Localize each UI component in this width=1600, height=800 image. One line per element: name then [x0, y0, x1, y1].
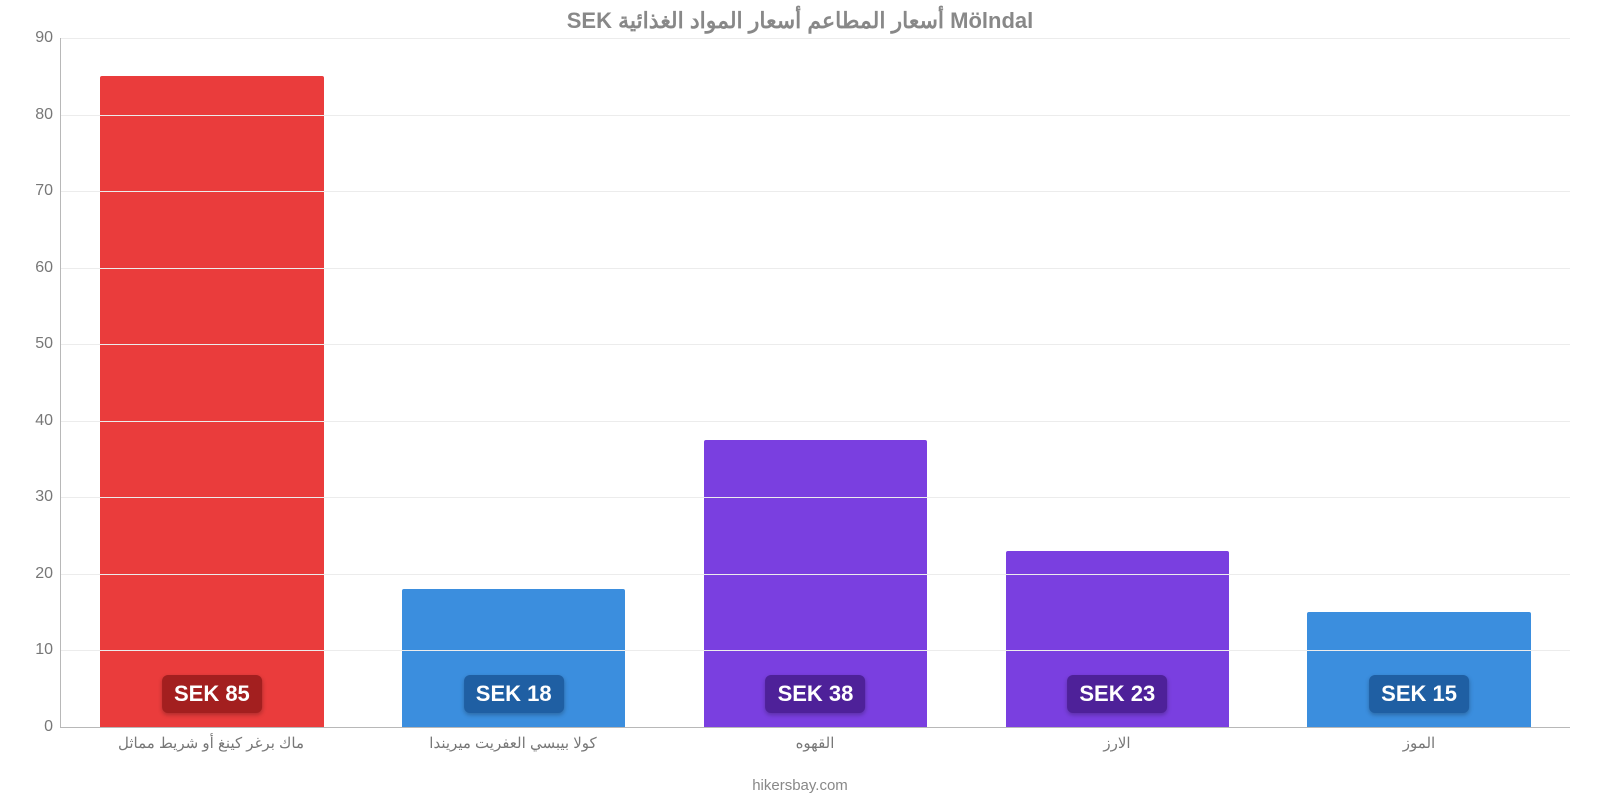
- gridline: [61, 115, 1570, 116]
- chart-container: Mölndal أسعار المطاعم أسعار المواد الغذا…: [0, 8, 1600, 800]
- gridline: [61, 421, 1570, 422]
- bar-value-badge: SEK 18: [464, 675, 564, 713]
- bar-slot: SEK 38: [665, 38, 967, 727]
- bar-slot: SEK 85: [61, 38, 363, 727]
- xtick-label: الموز: [1268, 734, 1570, 752]
- ytick-label: 30: [35, 488, 61, 506]
- ytick-label: 40: [35, 412, 61, 430]
- chart-title: Mölndal أسعار المطاعم أسعار المواد الغذا…: [0, 8, 1600, 34]
- xtick-label: القهوه: [664, 734, 966, 752]
- ytick-label: 80: [35, 106, 61, 124]
- plot-outer: SEK 85SEK 18SEK 38SEK 23SEK 15 010203040…: [60, 38, 1570, 728]
- bar: SEK 38: [704, 440, 927, 727]
- bar: SEK 85: [100, 76, 323, 727]
- ytick-label: 20: [35, 565, 61, 583]
- xtick-label: كولا بيبسي العفريت ميريندا: [362, 734, 664, 752]
- gridline: [61, 191, 1570, 192]
- gridline: [61, 344, 1570, 345]
- bar-value-badge: SEK 15: [1369, 675, 1469, 713]
- gridline: [61, 268, 1570, 269]
- bars-row: SEK 85 SEK 18 SEK 38 SEK 23 SEK 15: [61, 38, 1570, 727]
- bar-slot: SEK 15: [1268, 38, 1570, 727]
- xtick-label: الارز: [966, 734, 1268, 752]
- bar-slot: SEK 23: [966, 38, 1268, 727]
- ytick-label: 60: [35, 259, 61, 277]
- gridline: [61, 650, 1570, 651]
- bar-value-badge: SEK 85: [162, 675, 262, 713]
- ytick-label: 10: [35, 641, 61, 659]
- ytick-label: 0: [44, 718, 61, 736]
- bar: SEK 15: [1307, 612, 1530, 727]
- ytick-label: 70: [35, 182, 61, 200]
- gridline: [61, 574, 1570, 575]
- xtick-label: ماك برغر كينغ أو شريط مماثل: [60, 734, 362, 752]
- ytick-label: 90: [35, 29, 61, 47]
- gridline: [61, 38, 1570, 39]
- bar-slot: SEK 18: [363, 38, 665, 727]
- chart-footer: hikersbay.com: [0, 777, 1600, 794]
- bar: SEK 18: [402, 589, 625, 727]
- plot-area: SEK 85SEK 18SEK 38SEK 23SEK 15 010203040…: [60, 38, 1570, 728]
- bar-value-badge: SEK 23: [1067, 675, 1167, 713]
- x-axis: ماك برغر كينغ أو شريط مماثلكولا بيبسي ال…: [60, 734, 1570, 752]
- bar-value-badge: SEK 38: [766, 675, 866, 713]
- gridline: [61, 497, 1570, 498]
- ytick-label: 50: [35, 335, 61, 353]
- bar: SEK 23: [1006, 551, 1229, 727]
